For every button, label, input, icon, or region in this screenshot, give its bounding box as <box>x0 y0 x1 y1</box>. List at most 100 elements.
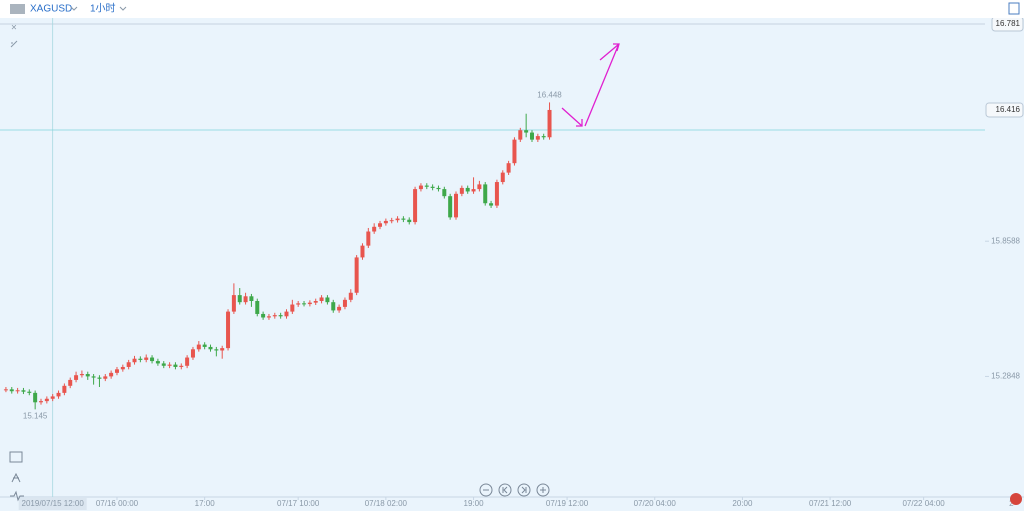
drawn-arrow-down[interactable] <box>561 107 583 127</box>
candle-body <box>132 358 137 363</box>
candle-body <box>383 220 388 224</box>
candle-body <box>103 376 108 379</box>
candle-body <box>231 295 236 312</box>
price-line-label: 16.781 <box>996 19 1021 28</box>
x-tick-label: 19:00 <box>464 499 485 508</box>
candle-body <box>418 185 423 190</box>
crosshair-label: 2019/07/15 12:00 <box>22 499 85 508</box>
candle-body <box>208 346 213 350</box>
candle-body <box>337 306 342 311</box>
scroll-end[interactable] <box>517 483 531 497</box>
symbol-icon <box>10 4 25 14</box>
candle-body <box>389 220 394 222</box>
candle-body <box>407 219 412 223</box>
candle-body <box>307 302 312 305</box>
candle-body <box>524 130 529 133</box>
last-price-box <box>985 102 1024 118</box>
candle-body <box>266 316 271 318</box>
candle-body <box>79 374 84 376</box>
alert-icon[interactable] <box>1010 493 1022 505</box>
candle-body <box>448 196 453 218</box>
candle-body <box>302 303 307 305</box>
candle-body <box>27 391 32 393</box>
drawn-arrow-up[interactable] <box>584 43 620 127</box>
candle-body <box>243 296 248 303</box>
candle-body <box>512 139 517 164</box>
candle-body <box>366 231 371 246</box>
candle-body <box>167 364 172 366</box>
nav-buttons <box>479 483 550 497</box>
candle-body <box>424 185 429 187</box>
y-tick-label: 15.8588 <box>991 236 1020 245</box>
x-tick-label: 07/17 10:00 <box>277 499 320 508</box>
zoom-out[interactable] <box>479 483 493 497</box>
candle-body <box>290 304 295 312</box>
tool-chart[interactable] <box>9 451 23 463</box>
candle-body <box>138 358 143 360</box>
candle-body <box>465 187 470 192</box>
candle-body <box>190 349 195 358</box>
scroll-start[interactable] <box>498 483 512 497</box>
candle-body <box>214 349 219 351</box>
plot-bg <box>0 18 1024 511</box>
chart: 15.2848 15.8588 07/16 00:00 17:00 07/17 10:0… <box>0 18 1024 511</box>
candle-body <box>74 375 79 380</box>
candle-body <box>296 303 301 305</box>
candle-body <box>477 184 482 190</box>
candle-body <box>331 302 336 311</box>
toolbar-bg <box>0 0 1024 18</box>
toolbar: XAGUSD 1小时 <box>0 0 1024 18</box>
interval[interactable]: 1小时 <box>90 3 116 15</box>
candle-body <box>126 362 131 367</box>
tool-text[interactable] <box>11 472 21 483</box>
candle-body <box>494 182 499 206</box>
x-tick-label: 07/18 02:00 <box>365 499 408 508</box>
last-price-label: 16.416 <box>996 105 1021 114</box>
price-line-box <box>991 18 1024 32</box>
candle-body <box>313 301 318 303</box>
candle-body <box>68 379 73 386</box>
candle-body <box>109 372 114 377</box>
candle-body <box>56 392 61 397</box>
x-tick-label: 07/20 04:00 <box>634 499 677 508</box>
candle-body <box>38 401 43 403</box>
candle-body <box>249 296 254 302</box>
candle-body <box>547 109 552 138</box>
candle-body <box>161 363 166 366</box>
candle-body <box>500 172 505 183</box>
min-label: 15.145 <box>23 411 48 420</box>
candle-body <box>261 313 266 318</box>
candle-body <box>395 218 400 221</box>
symbol-caret[interactable] <box>70 6 78 11</box>
candle-body <box>255 301 260 314</box>
candle-body <box>454 193 459 218</box>
candle-body <box>459 187 464 194</box>
candle-body <box>506 163 511 173</box>
candle-body <box>202 344 207 347</box>
candle-body <box>378 223 383 227</box>
panel-toggle[interactable] <box>1008 2 1020 15</box>
x-tick-label: 20:00 <box>732 499 753 508</box>
max-label: 16.448 <box>537 91 562 100</box>
candle-body <box>185 357 190 366</box>
candle-body <box>91 376 96 378</box>
interval-caret[interactable] <box>119 6 127 11</box>
expand-btn[interactable] <box>10 40 18 48</box>
candle-body <box>179 365 184 367</box>
candle-body <box>62 385 67 393</box>
x-tick-label: 07/22 04:00 <box>902 499 945 508</box>
candle-body <box>348 292 353 300</box>
candle-body <box>9 389 14 392</box>
candle-body <box>196 344 201 350</box>
symbol[interactable]: XAGUSD <box>30 4 72 15</box>
tool-wave[interactable] <box>10 490 24 502</box>
candle-body <box>436 187 441 190</box>
candle-body <box>3 389 8 391</box>
candle-body <box>372 226 377 232</box>
x-tick-label: 07/21 12:00 <box>809 499 852 508</box>
candle-body <box>535 136 540 140</box>
candle-body <box>15 390 20 392</box>
zoom-in[interactable] <box>536 483 550 497</box>
close-btn[interactable]: × <box>11 23 17 34</box>
